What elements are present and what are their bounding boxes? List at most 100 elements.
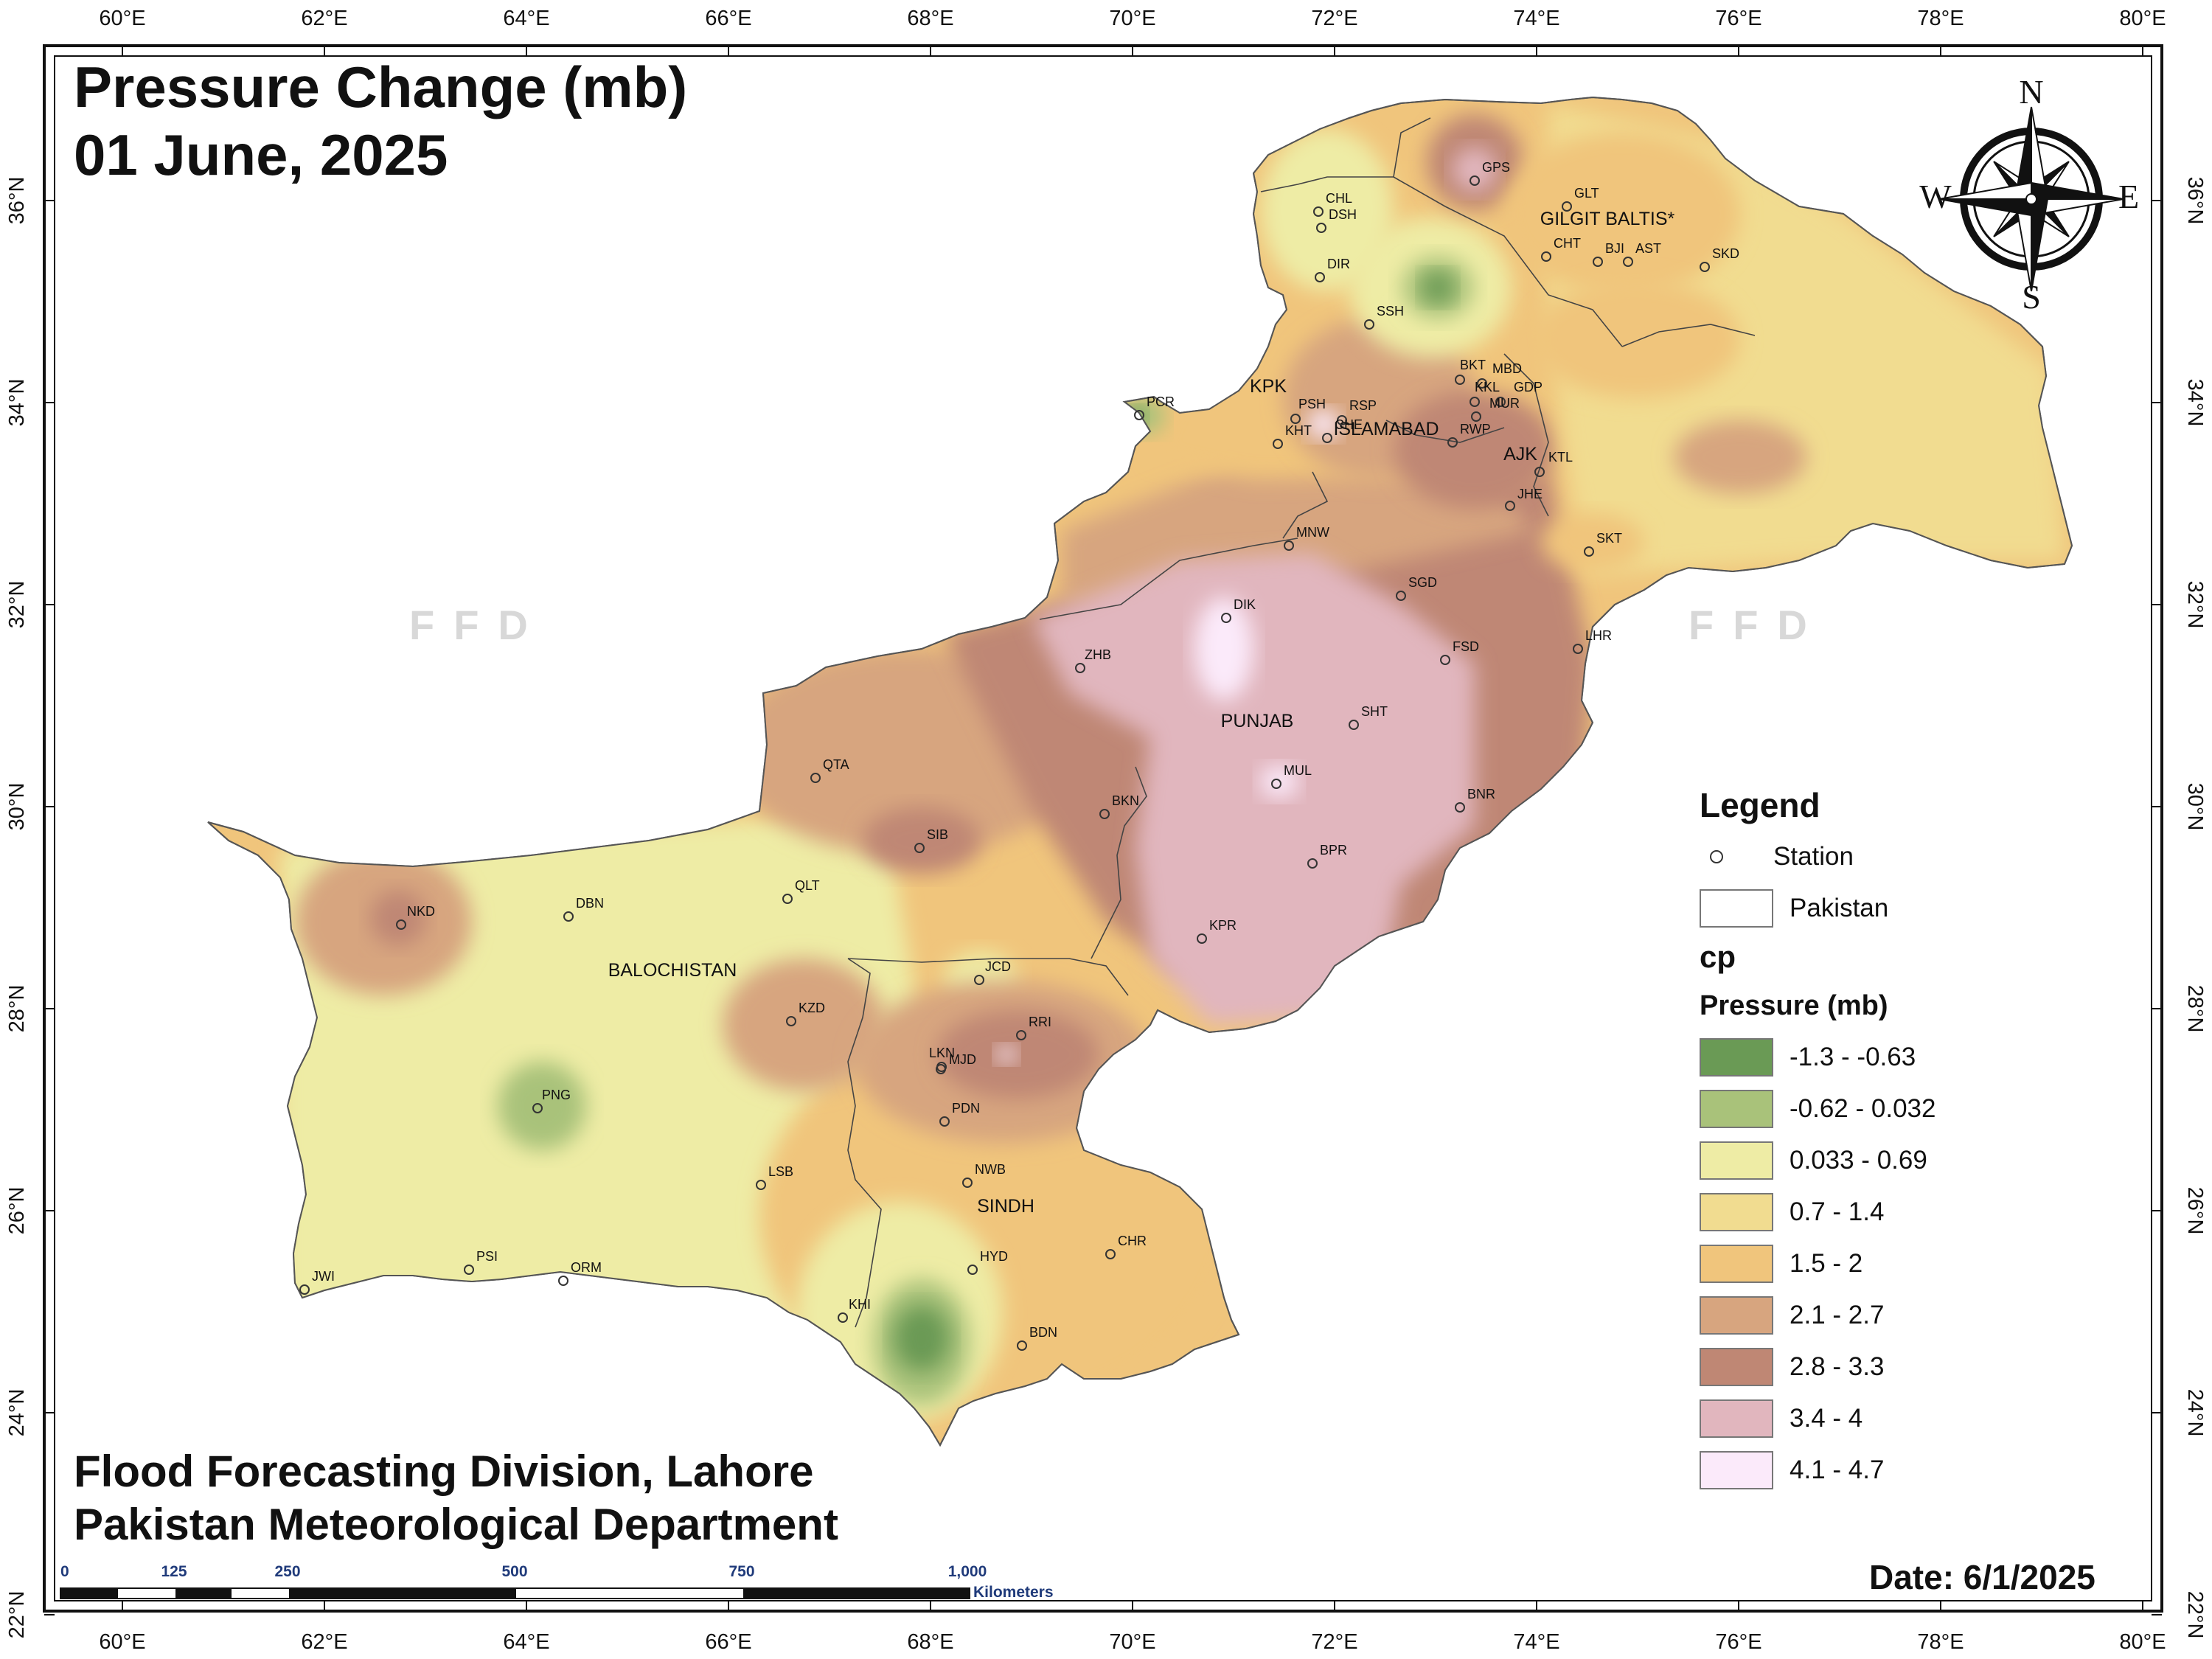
title-line-1: Pressure Change (mb) (74, 55, 688, 119)
station-label: KTL (1548, 450, 1573, 465)
compass-n-label: N (2019, 73, 2043, 111)
station-marker (299, 1284, 310, 1295)
station-marker (914, 843, 925, 853)
scale-label: 250 (274, 1563, 300, 1580)
lon-label-top: 68°E (907, 7, 953, 30)
station-marker (1541, 251, 1551, 262)
station-marker (1447, 437, 1458, 448)
compass-w-label: W (1919, 178, 1952, 215)
lon-label-bottom: 62°E (301, 1630, 347, 1654)
legend-swatch (1700, 1348, 1773, 1386)
station-label: MUR (1489, 396, 1520, 411)
lon-label-bottom: 68°E (907, 1630, 953, 1654)
station-label: LSB (768, 1164, 793, 1179)
station-label: MNW (1296, 525, 1329, 540)
legend-swatch (1700, 1141, 1773, 1180)
legend-class: -0.62 - 0.032 (1700, 1083, 2009, 1135)
station-label: PDN (952, 1101, 980, 1116)
legend-pakistan: Pakistan (1700, 883, 2009, 934)
region-label: SINDH (977, 1196, 1034, 1217)
station-label: LHR (1585, 628, 1612, 643)
lon-label-top: 76°E (1715, 7, 1761, 30)
legend-class-label: -0.62 - 0.032 (1790, 1094, 1936, 1123)
watermark-left: FFD (409, 602, 547, 648)
station-marker (1221, 613, 1231, 623)
pressure-zone (1674, 420, 1806, 494)
station-marker (756, 1180, 766, 1190)
station-label: MJD (949, 1052, 976, 1067)
lat-label-right: 36°N (2183, 177, 2207, 225)
scale-label: 1,000 (948, 1563, 987, 1580)
lat-label-left: 32°N (5, 581, 29, 629)
station-marker (1197, 933, 1207, 944)
legend-class-label: -1.3 - -0.63 (1790, 1043, 1916, 1071)
title-line-2: 01 June, 2025 (74, 122, 448, 187)
station-label: SIB (927, 827, 948, 842)
lon-label-top: 70°E (1109, 7, 1155, 30)
station-label: SKD (1712, 246, 1739, 261)
lat-label-left: 34°N (5, 379, 29, 427)
legend-class-label: 2.8 - 3.3 (1790, 1352, 1885, 1381)
pressure-zone (1453, 147, 1497, 192)
legend-class: -1.3 - -0.63 (1700, 1032, 2009, 1083)
station-label: GDP (1514, 380, 1543, 394)
legend-classes: -1.3 - -0.63 -0.62 - 0.032 0.033 - 0.69 0.7… (1700, 1032, 2009, 1496)
station-marker (962, 1178, 973, 1188)
pressure-zone (370, 890, 426, 946)
station-marker (1584, 546, 1594, 557)
station-label: KHI (849, 1297, 871, 1312)
station-marker (396, 919, 406, 930)
station-label: PNG (542, 1088, 571, 1102)
lon-label-top: 60°E (99, 7, 145, 30)
pressure-zone (936, 1010, 1099, 1099)
station-symbol-icon (1710, 850, 1723, 863)
lat-label-left: 36°N (5, 177, 29, 225)
legend-swatch (1700, 1245, 1773, 1283)
station-marker (532, 1103, 543, 1113)
station-marker (1534, 467, 1545, 477)
legend-class: 2.1 - 2.7 (1700, 1290, 2009, 1341)
station-marker (1284, 540, 1294, 551)
station-marker (786, 1016, 796, 1026)
station-label: SGD (1408, 575, 1437, 590)
station-marker (1271, 779, 1281, 789)
station-label: MUL (1284, 763, 1312, 778)
station-label: DSH (1329, 207, 1357, 222)
pakistan-map (207, 96, 2073, 1447)
station-marker (1440, 655, 1450, 665)
legend-swatch (1700, 1193, 1773, 1231)
lon-label-top: 64°E (503, 7, 549, 30)
station-marker (1623, 257, 1633, 267)
scale-bar: 0 125 250 500 750 1,000 Kilometers (60, 1563, 1054, 1601)
station-label: BDN (1029, 1325, 1057, 1340)
lon-label-bottom: 60°E (99, 1630, 145, 1654)
region-label: AJK (1503, 444, 1537, 465)
station-label: NWB (975, 1162, 1006, 1177)
station-label: SKT (1596, 531, 1622, 546)
lon-label-top: 72°E (1311, 7, 1357, 30)
station-label: CHR (1118, 1234, 1147, 1248)
legend-swatch (1700, 1090, 1773, 1128)
legend-swatch (1700, 1399, 1773, 1438)
pressure-zone (1394, 391, 1556, 509)
station-label: PSH (1298, 397, 1326, 411)
lat-label-right: 26°N (2183, 1187, 2207, 1235)
compass-s-label: S (2022, 278, 2041, 316)
legend-class: 1.5 - 2 (1700, 1238, 2009, 1290)
lat-label-right: 24°N (2183, 1389, 2207, 1437)
station-label: CHT (1554, 236, 1581, 251)
station-marker (974, 975, 984, 985)
station-label: DBN (576, 896, 604, 911)
station-label: QTA (823, 757, 849, 772)
scale-label: 0 (60, 1563, 69, 1580)
lat-label-left: 22°N (5, 1591, 29, 1639)
station-label: BPR (1320, 843, 1347, 858)
legend-class: 4.1 - 4.7 (1700, 1444, 2009, 1496)
lat-label-left: 30°N (5, 783, 29, 831)
legend-class: 3.4 - 4 (1700, 1393, 2009, 1444)
station-label: QLT (795, 878, 820, 893)
station-marker (1505, 501, 1515, 511)
station-label: ORM (571, 1260, 602, 1275)
pressure-zone (1541, 512, 1644, 571)
lat-label-left: 28°N (5, 985, 29, 1033)
